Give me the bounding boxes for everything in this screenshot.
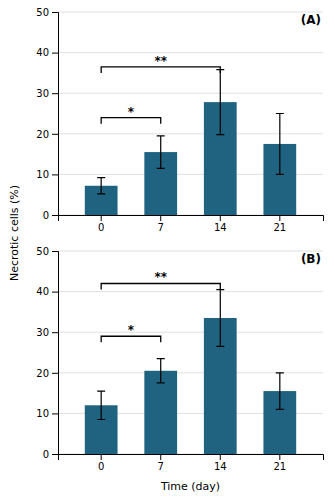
panel: 01020304050071421***(B)Time (day)	[36, 246, 323, 493]
tick-label: 20	[36, 129, 49, 140]
grid	[58, 251, 323, 454]
axis-line	[59, 455, 324, 461]
grid-line	[58, 332, 323, 333]
tick-label: 50	[36, 246, 49, 257]
tick: 0	[98, 454, 104, 472]
tick-mark	[52, 53, 58, 54]
tick: 30	[36, 88, 58, 99]
tick-label: 10	[36, 169, 49, 180]
tick-mark	[220, 215, 221, 221]
tick-mark	[52, 292, 58, 293]
tick-label: 20	[36, 368, 49, 379]
tick: 20	[36, 368, 58, 379]
error-bar	[157, 136, 165, 168]
tick-label: 40	[36, 286, 49, 297]
tick-label: 21	[273, 461, 286, 472]
panel-label: (B)	[301, 252, 321, 266]
chart: 01020304050071421***(A)Necrotic cells (%…	[0, 0, 335, 500]
tick: 0	[43, 210, 58, 221]
tick-mark	[160, 215, 161, 221]
tick: 21	[273, 215, 286, 233]
tick: 50	[36, 7, 58, 18]
y-axis-title: Necrotic cells (%)	[8, 185, 21, 281]
axis-line	[59, 216, 324, 222]
axis-line	[52, 13, 59, 216]
error-bar	[216, 70, 224, 135]
error-bar	[276, 373, 284, 410]
x-axis: 0 7 14 21	[59, 215, 324, 233]
grid-line	[58, 133, 323, 134]
tick-label: 14	[214, 461, 227, 472]
significance-label: **	[154, 54, 167, 68]
tick-mark	[52, 174, 58, 175]
tick-label: 10	[36, 408, 49, 419]
tick: 7	[158, 454, 164, 472]
tick-mark	[52, 454, 58, 455]
tick: 0	[98, 215, 104, 233]
tick-mark	[52, 251, 58, 252]
axis-line	[52, 252, 59, 455]
tick: 0	[43, 449, 58, 460]
tick-mark	[101, 454, 102, 460]
tick-label: 30	[36, 327, 49, 338]
y-axis: 0 10 20 30 40 50	[36, 246, 58, 460]
grid-line	[58, 251, 323, 252]
tick: 50	[36, 246, 58, 257]
grid-line	[58, 12, 323, 13]
tick-label: 0	[43, 449, 49, 460]
tick: 14	[214, 454, 227, 472]
panel-label: (A)	[301, 13, 321, 27]
tick: 10	[36, 169, 58, 180]
tick-mark	[52, 12, 58, 13]
tick-mark	[160, 454, 161, 460]
tick-mark	[220, 454, 221, 460]
error-bar	[97, 391, 105, 419]
tick-mark	[101, 215, 102, 221]
grid-line	[58, 93, 323, 94]
tick-label: 0	[98, 461, 104, 472]
grid-line	[58, 52, 323, 53]
tick: 20	[36, 129, 58, 140]
error-bar	[157, 359, 165, 383]
tick: 10	[36, 408, 58, 419]
marks	[85, 70, 296, 215]
tick-mark	[52, 215, 58, 216]
significance-label: *	[128, 323, 135, 337]
tick-label: 21	[273, 222, 286, 233]
y-axis: 0 10 20 30 40 50	[36, 7, 58, 221]
tick-label: 7	[158, 222, 164, 233]
tick-label: 7	[158, 461, 164, 472]
marks	[85, 290, 296, 454]
tick-mark	[52, 373, 58, 374]
error-bar	[97, 178, 105, 194]
tick-label: 14	[214, 222, 227, 233]
tick: 40	[36, 286, 58, 297]
error-bar	[216, 290, 224, 347]
tick-label: 40	[36, 47, 49, 58]
tick: 30	[36, 327, 58, 338]
tick-mark	[52, 413, 58, 414]
tick: 40	[36, 47, 58, 58]
tick-mark	[279, 215, 280, 221]
panel: 01020304050071421***(A)	[36, 7, 323, 233]
tick: 21	[273, 454, 286, 472]
tick-label: 0	[98, 222, 104, 233]
significance-label: **	[154, 270, 167, 284]
grid-line	[58, 291, 323, 292]
tick-label: 50	[36, 7, 49, 18]
tick-mark	[52, 93, 58, 94]
tick-mark	[52, 332, 58, 333]
tick: 7	[158, 215, 164, 233]
tick: 14	[214, 215, 227, 233]
grid	[58, 12, 323, 215]
error-bar	[276, 114, 284, 175]
x-axis-title: Time (day)	[160, 480, 220, 493]
significance-label: *	[128, 105, 135, 119]
tick-label: 0	[43, 210, 49, 221]
tick-label: 30	[36, 88, 49, 99]
x-axis: 0 7 14 21	[59, 454, 324, 472]
tick-mark	[52, 134, 58, 135]
tick-mark	[279, 454, 280, 460]
